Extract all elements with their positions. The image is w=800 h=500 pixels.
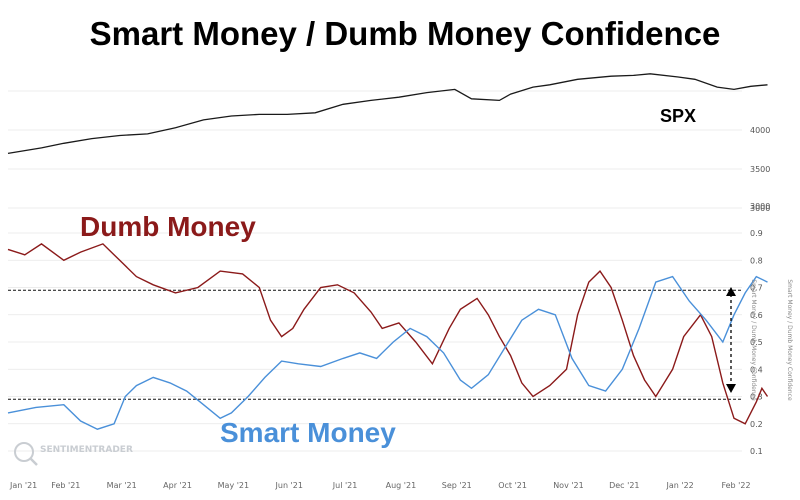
x-tick-label: Aug '21 [386, 481, 417, 490]
spread-arrow [726, 287, 736, 393]
dumb-money-line [7, 243, 769, 425]
x-tick-label: Mar '21 [107, 481, 137, 490]
x-tick-label: Jan '21 [9, 481, 37, 490]
right-axis-title-blue: Smart Money / Dumb Money Confidence [750, 279, 757, 401]
x-axis: Jan '21 Feb '21 Mar '21 Apr '21 May '21 Jun '… [9, 481, 751, 490]
confidence-tick-labels: 0.1 0.2 0.3 0.4 0.5 0.6 0.7 0.8 0.9 3000 [750, 202, 770, 456]
spx-panel: 3000 3500 4000 SPX [7, 73, 770, 213]
x-tick-label: Feb '22 [721, 481, 750, 490]
spx-tick-label: 3500 [750, 165, 770, 174]
chart-title: Smart Money / Dumb Money Confidence [90, 15, 721, 52]
x-tick-label: Apr '21 [163, 481, 192, 490]
confidence-tick-label: 0.6 [750, 311, 763, 320]
right-axis-title-red: Smart Money / Dumb Money Confidence [786, 279, 793, 401]
confidence-tick-label: 0.8 [750, 256, 763, 265]
confidence-gridlines [8, 232, 742, 452]
x-tick-label: Jun '21 [275, 481, 303, 490]
confidence-panel: 0.1 0.2 0.3 0.4 0.5 0.6 0.7 0.8 0.9 3000 Dumb Mon… [7, 202, 793, 456]
x-tick-label: Dec '21 [609, 481, 639, 490]
confidence-tick-label: 0.3 [750, 393, 763, 402]
spx-tick-label: 3000 [750, 204, 770, 213]
smart-money-label: Smart Money [220, 417, 396, 448]
confidence-tick-label: 0.2 [750, 420, 763, 429]
x-tick-label: Jul '21 [332, 481, 358, 490]
confidence-tick-label: 0.7 [750, 284, 763, 293]
spx-tick-label: 4000 [750, 126, 770, 135]
dumb-money-label: Dumb Money [80, 211, 256, 242]
spx-line [7, 73, 768, 155]
x-tick-label: Jan '22 [666, 481, 694, 490]
x-tick-label: Feb '21 [51, 481, 80, 490]
spx-label: SPX [660, 106, 696, 126]
watermark-logo: SENTIMENTRADER [14, 442, 133, 466]
spx-tick-labels: 3000 3500 4000 [750, 126, 770, 213]
smart-money-line [7, 275, 768, 430]
confidence-tick-label: 0.5 [750, 338, 763, 347]
x-tick-label: Nov '21 [553, 481, 584, 490]
spx-tick-label: 3000 [750, 202, 770, 211]
x-tick-label: Oct '21 [498, 481, 527, 490]
confidence-tick-label: 0.1 [750, 447, 763, 456]
reference-lines [8, 289, 742, 400]
spx-gridlines [8, 90, 742, 209]
confidence-tick-label: 0.4 [750, 365, 763, 374]
confidence-tick-label: 0.9 [750, 229, 763, 238]
x-tick-label: Sep '21 [442, 481, 472, 490]
x-tick-label: May '21 [218, 481, 249, 490]
watermark-text: SENTIMENTRADER [40, 445, 133, 455]
